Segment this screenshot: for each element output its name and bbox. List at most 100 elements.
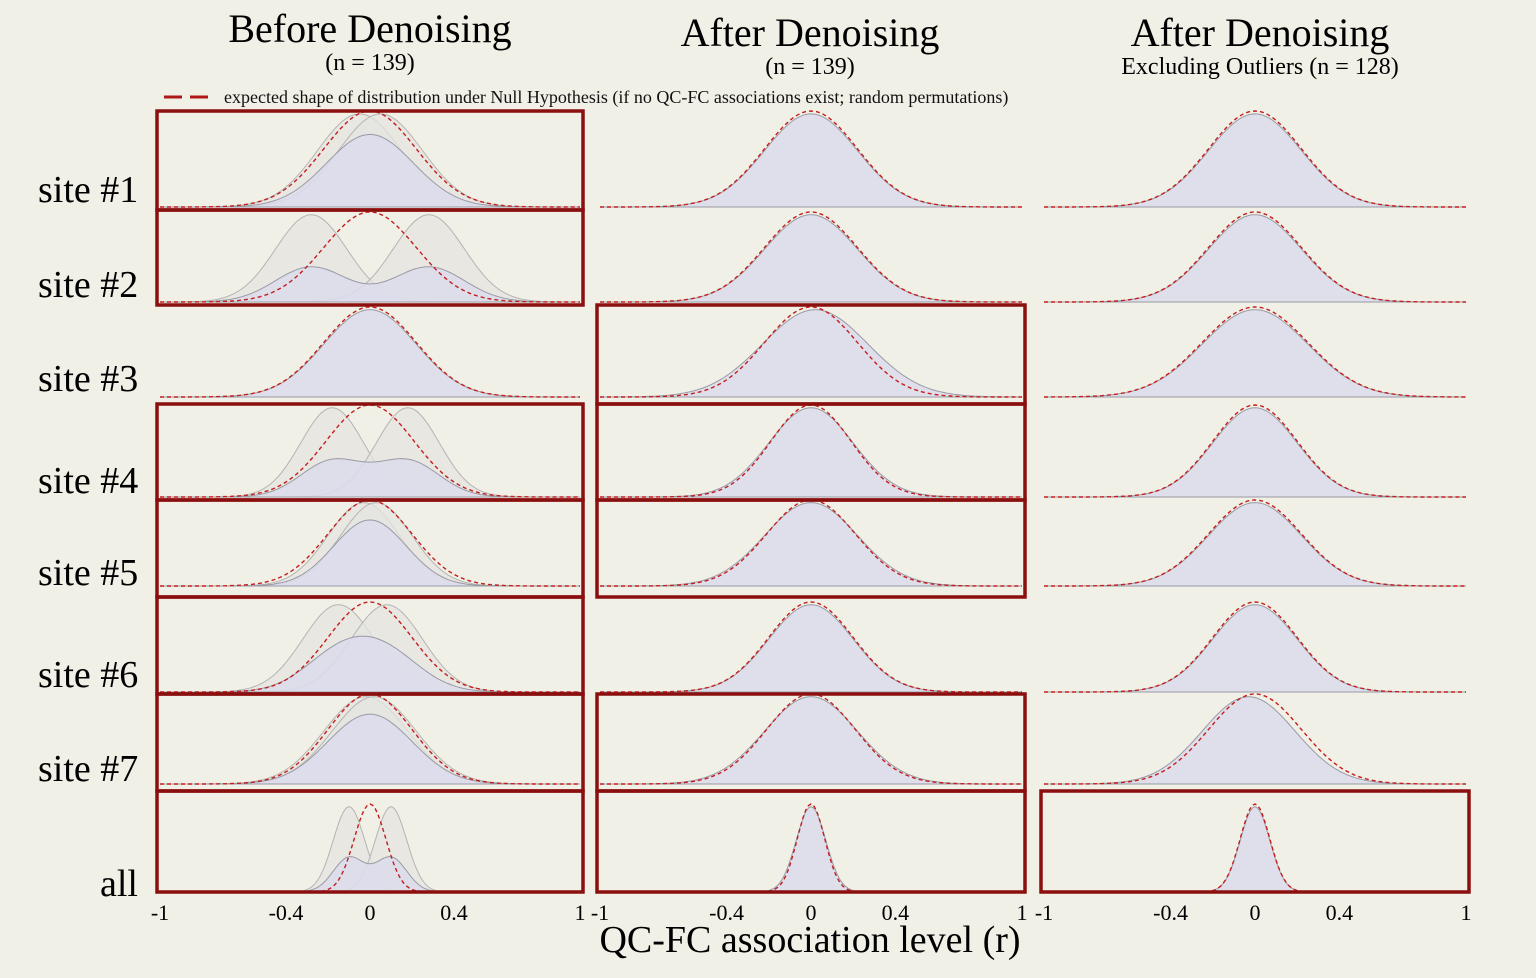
null-hypothesis-curve xyxy=(600,211,1022,303)
panel-2-row-1 xyxy=(600,110,1022,208)
null-hypothesis-curve xyxy=(1044,110,1466,208)
observed-distribution xyxy=(600,113,1022,208)
column-title-after: After Denoising (n = 139) xyxy=(600,10,1020,81)
panel-2-row-4 xyxy=(595,402,1027,502)
panel-3-row-8 xyxy=(1039,789,1471,894)
observed-distribution xyxy=(1044,113,1466,208)
null-hypothesis-curve xyxy=(160,693,580,785)
highlight-box xyxy=(1039,789,1471,894)
panel-3-row-5 xyxy=(1044,499,1466,587)
x-tick-label: 0 xyxy=(806,900,817,925)
panel-1-row-5 xyxy=(155,498,585,599)
row-label-site-5: site #5 xyxy=(38,552,139,594)
column-title-before: Before Denoising (n = 139) xyxy=(160,6,580,77)
panel-2-row-2 xyxy=(600,211,1022,303)
null-hypothesis-curve xyxy=(1044,499,1466,587)
x-tick-label: -1 xyxy=(1035,900,1053,925)
null-hypothesis-curve xyxy=(1044,306,1466,398)
row-label-site-1: site #1 xyxy=(38,169,139,211)
x-tick-label: 1 xyxy=(1017,900,1028,925)
highlight-box xyxy=(595,498,1027,599)
highlight-box xyxy=(155,208,585,307)
panel-3-row-4 xyxy=(1044,404,1466,498)
row-label-site-7: site #7 xyxy=(38,748,139,790)
panel-1-row-6 xyxy=(155,595,585,696)
x-tick-label: 0.4 xyxy=(882,900,910,925)
observed-distribution xyxy=(160,519,580,587)
observed-distribution xyxy=(1044,214,1466,303)
column-title-before-sub: (n = 139) xyxy=(325,50,415,76)
panel-1-row-3 xyxy=(160,306,580,398)
observed-distribution xyxy=(600,696,1022,785)
x-tick-label: 1 xyxy=(1461,900,1472,925)
observed-distribution xyxy=(1044,604,1466,693)
observed-distribution xyxy=(1044,309,1466,398)
null-hypothesis-curve xyxy=(160,211,580,303)
column-title-after-main: After Denoising xyxy=(680,10,940,55)
row-label-all: all xyxy=(100,863,138,905)
null-hypothesis-curve xyxy=(1044,601,1466,693)
x-tick-label: -1 xyxy=(591,900,609,925)
panel-1-row-2 xyxy=(155,208,585,307)
observed-distribution xyxy=(160,266,580,303)
row-label-site-4: site #4 xyxy=(38,460,139,502)
panel-2-row-6 xyxy=(600,601,1022,693)
panel-1-row-4 xyxy=(155,402,585,502)
observed-distribution xyxy=(1044,502,1466,587)
observed-distribution xyxy=(1044,407,1466,498)
panel-3-row-2 xyxy=(1044,211,1466,303)
observed-distribution xyxy=(1044,806,1466,893)
observed-distribution xyxy=(160,309,580,398)
null-hypothesis-curve xyxy=(160,601,580,693)
row-label-site-2: site #2 xyxy=(38,264,139,306)
observed-distribution xyxy=(600,309,1022,398)
x-tick-label: -1 xyxy=(151,900,169,925)
panel-2-row-8 xyxy=(595,789,1027,894)
column-title-after-sub: (n = 139) xyxy=(765,54,855,80)
null-hypothesis-curve xyxy=(160,499,580,587)
x-tick-label: 0.4 xyxy=(1326,900,1354,925)
legend-label: expected shape of distribution under Nul… xyxy=(224,86,1009,107)
panel-1-row-1 xyxy=(155,109,585,212)
column-title-before-main: Before Denoising xyxy=(228,6,512,51)
null-hypothesis-curve xyxy=(1044,211,1466,303)
column-title-excluding-main: After Denoising xyxy=(1130,10,1390,55)
null-hypothesis-curve xyxy=(600,601,1022,693)
panel-3-row-3 xyxy=(1044,306,1466,398)
observed-distribution xyxy=(600,806,1022,893)
observed-distribution xyxy=(600,604,1022,693)
panel-2-row-3 xyxy=(595,303,1027,406)
observed-distribution xyxy=(160,713,580,785)
row-label-site-3: site #3 xyxy=(38,358,139,400)
observed-distribution xyxy=(600,502,1022,587)
x-tick-label: 0 xyxy=(1250,900,1261,925)
row-label-site-6: site #6 xyxy=(38,654,139,696)
observed-distribution xyxy=(160,635,580,693)
observed-distribution xyxy=(600,407,1022,498)
null-hypothesis-curve xyxy=(600,693,1022,785)
x-tick-label: -0.4 xyxy=(269,900,304,925)
x-tick-label: 1 xyxy=(575,900,586,925)
null-hypothesis-dash-icon xyxy=(164,95,216,99)
column-title-excluding-sub: Excluding Outliers (n = 128) xyxy=(1121,54,1399,80)
observed-distribution xyxy=(160,133,580,208)
x-tick-label: -0.4 xyxy=(709,900,744,925)
highlight-box xyxy=(595,789,1027,894)
panel-3-row-7 xyxy=(1044,693,1466,785)
panel-1-row-7 xyxy=(155,692,585,793)
column-title-excluding: After Denoising Excluding Outliers (n = … xyxy=(1040,10,1480,81)
observed-distribution xyxy=(600,214,1022,303)
observed-distribution xyxy=(1044,696,1466,785)
null-hypothesis-curve xyxy=(600,306,1022,398)
legend: expected shape of distribution under Nul… xyxy=(162,86,1008,108)
x-axis-label: QC-FC association level (r) xyxy=(599,919,1021,961)
panel-2-row-5 xyxy=(595,498,1027,599)
panel-1-row-8 xyxy=(155,789,585,894)
null-hypothesis-curve xyxy=(600,110,1022,208)
x-tick-label: -0.4 xyxy=(1153,900,1188,925)
highlight-box xyxy=(155,789,585,894)
null-hypothesis-curve xyxy=(160,404,580,498)
null-hypothesis-curve xyxy=(1044,693,1466,785)
null-hypothesis-curve xyxy=(1044,404,1466,498)
